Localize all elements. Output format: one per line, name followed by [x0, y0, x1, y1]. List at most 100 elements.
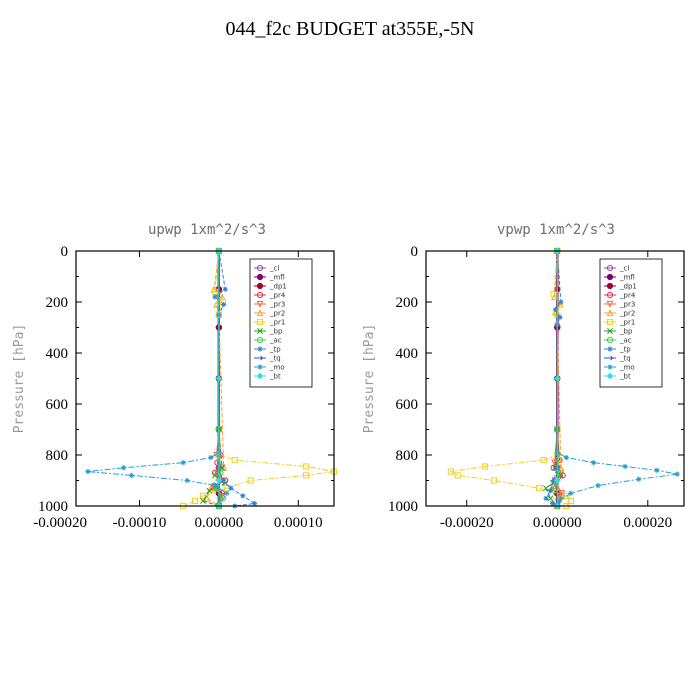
legend-marker [606, 273, 614, 281]
data-point [557, 314, 563, 320]
y-tick-label: 1000 [38, 499, 68, 515]
data-point [228, 485, 234, 491]
data-point [208, 454, 214, 461]
data-point [219, 495, 226, 502]
y-tick-label: 600 [396, 397, 419, 413]
legend-label: _mfl [619, 274, 635, 282]
data-point [447, 468, 454, 475]
series-line [545, 251, 562, 507]
data-point [563, 454, 569, 461]
legend-marker [256, 273, 264, 281]
legend-label: _mo [269, 364, 285, 372]
plot-frame [75, 250, 335, 507]
legend-label: _mo [619, 364, 635, 372]
data-point [180, 460, 186, 466]
data-point [240, 493, 246, 499]
legend-label: _pr2 [619, 310, 635, 318]
panel-title: vpwp 1xm^2/s^3 [497, 222, 615, 238]
x-tick-label: 0.00000 [533, 515, 582, 531]
data-point [481, 463, 488, 470]
page-title: 044_f2c BUDGET at355E,-5N [225, 18, 475, 40]
legend-label: _tq [269, 355, 281, 363]
legend-marker [607, 355, 614, 361]
data-point [590, 460, 597, 466]
data-point [550, 500, 556, 507]
legend-label: _bp [619, 328, 633, 336]
data-point [121, 465, 127, 471]
y-axis-label: Pressure [hPa] [362, 324, 377, 434]
data-point [552, 307, 559, 313]
legend-label: _pr3 [269, 301, 285, 309]
data-point [206, 487, 213, 494]
data-point [215, 375, 223, 382]
legend-label: _pr4 [619, 292, 636, 300]
data-point [221, 301, 227, 308]
legend-marker [606, 264, 614, 272]
legend-label: _dp1 [619, 283, 637, 291]
data-point [200, 497, 206, 504]
legend-marker [256, 282, 264, 290]
data-point [490, 477, 497, 484]
data-point [454, 472, 461, 479]
legend-marker [256, 300, 264, 308]
x-tick-label: -0.00010 [113, 515, 167, 531]
y-tick-label: 600 [46, 397, 69, 413]
legend-marker [606, 336, 614, 344]
x-tick-label: -0.00020 [33, 515, 87, 531]
data-point [550, 291, 557, 298]
legend-marker [257, 328, 263, 334]
y-tick-label: 400 [396, 346, 419, 362]
legend-marker [256, 372, 264, 380]
series-pr1 [447, 247, 574, 510]
data-point [553, 375, 561, 382]
legend-marker [257, 355, 264, 361]
y-tick-label: 200 [46, 295, 69, 311]
legend-label: _pr2 [269, 310, 285, 318]
legend-marker [257, 346, 263, 352]
legend-label: _cl [619, 265, 629, 273]
data-point [211, 472, 218, 479]
legend-label: _pr3 [619, 301, 635, 309]
legend-marker [607, 328, 613, 334]
legend-marker [607, 364, 613, 370]
legend-label: _tq [619, 355, 631, 363]
data-point [568, 490, 574, 496]
plot-frame [425, 250, 685, 507]
data-point [551, 477, 557, 484]
data-point [215, 477, 223, 484]
x-tick-label: 0.00000 [195, 515, 244, 531]
legend: _cl_mfl_dp1_pr4_pr3_pr2_pr1_bp_ac_tp_tq_… [599, 258, 663, 388]
legend-label: _pr1 [269, 319, 285, 327]
data-point [654, 467, 660, 473]
legend-label: _pr1 [619, 319, 635, 327]
data-point [303, 463, 310, 470]
data-point [622, 463, 628, 470]
data-point [636, 476, 642, 482]
y-axis-label: Pressure [hPa] [12, 324, 27, 434]
data-point [217, 469, 224, 476]
data-point [540, 457, 547, 464]
legend-label: _pr4 [269, 292, 286, 300]
data-point [231, 457, 238, 464]
data-point [567, 497, 574, 504]
data-point [556, 498, 563, 504]
data-point [547, 488, 554, 494]
legend-label: _bp [269, 328, 283, 336]
legend-marker [257, 364, 263, 370]
legend-marker [606, 291, 614, 299]
y-tick-label: 400 [46, 346, 69, 362]
legend-label: _mfl [269, 274, 285, 282]
data-point [563, 492, 570, 499]
legend-label: _tp [619, 346, 631, 354]
y-tick-label: 1000 [388, 499, 418, 515]
legend-label: _bt [269, 373, 281, 381]
chart-panel-2: vpwp 1xm^2/s^3 Pressure [hPa] 0 200 400 600 80… [362, 222, 685, 531]
y-tick-label: 800 [396, 448, 419, 464]
legend-marker [256, 264, 264, 272]
legend-label: _ac [269, 337, 282, 345]
x-tick-label: 0.00020 [623, 515, 672, 531]
y-tick-label: 200 [396, 295, 419, 311]
data-point [220, 477, 226, 484]
data-point [551, 459, 558, 467]
legend-marker [607, 346, 613, 352]
